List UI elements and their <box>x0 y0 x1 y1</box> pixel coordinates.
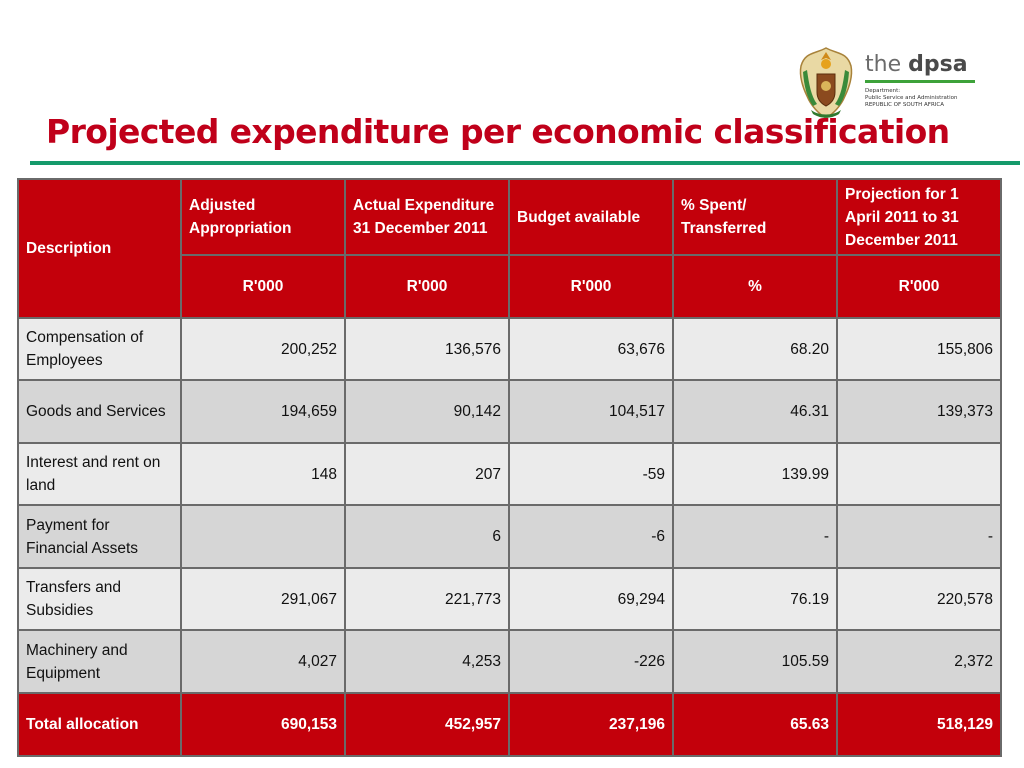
cell-value: 4,253 <box>344 629 510 694</box>
cell-value: 200,252 <box>180 317 346 381</box>
cell-value: 46.31 <box>672 379 838 444</box>
unit-cell: R'000 <box>344 254 510 319</box>
page-title: Projected expenditure per economic class… <box>46 112 950 151</box>
header-adjusted-appropriation: Adjusted Appropriation <box>180 178 346 256</box>
cell-value: 207 <box>344 442 510 506</box>
cell-value: - <box>672 504 838 569</box>
cell-value: -226 <box>508 629 674 694</box>
header-percent-spent: % Spent/ Transferred <box>672 178 838 256</box>
cell-value: 139.99 <box>672 442 838 506</box>
cell-value: 136,576 <box>344 317 510 381</box>
cell-value: 104,517 <box>508 379 674 444</box>
table-row: Compensation of Employees 200,252 136,57… <box>17 317 1002 381</box>
cell-value: 194,659 <box>180 379 346 444</box>
logo-the: the <box>865 52 902 77</box>
table-row: Interest and rent on land 148 207 -59 13… <box>17 442 1002 506</box>
total-row: Total allocation 690,153 452,957 237,196… <box>17 692 1002 757</box>
cell-value <box>180 504 346 569</box>
logo-subtitle: Department: Public Service and Administr… <box>865 88 983 109</box>
cell-value: 155,806 <box>836 317 1002 381</box>
cell-value: - <box>836 504 1002 569</box>
logo-dpsa: dpsa <box>908 52 968 77</box>
table-row: Goods and Services 194,659 90,142 104,51… <box>17 379 1002 444</box>
header-projection: Projection for 1 April 2011 to 31 Decemb… <box>836 178 1002 256</box>
cell-value: 291,067 <box>180 567 346 631</box>
unit-cell: % <box>672 254 838 319</box>
logo-line-name: Public Service and Administration <box>865 95 958 101</box>
cell-value: 6 <box>344 504 510 569</box>
header-budget-available: Budget available <box>508 178 674 256</box>
expenditure-table: Description Adjusted Appropriation Actua… <box>17 178 1002 757</box>
total-label: Total allocation <box>17 692 182 757</box>
unit-cell: R'000 <box>508 254 674 319</box>
cell-value <box>836 442 1002 506</box>
cell-value: 63,676 <box>508 317 674 381</box>
dpsa-logo: the dpsa Department: Public Service and … <box>795 44 985 122</box>
total-value: 452,957 <box>344 692 510 757</box>
total-value: 518,129 <box>836 692 1002 757</box>
cell-value: 105.59 <box>672 629 838 694</box>
header-actual-expenditure: Actual Expenditure 31 December 2011 <box>344 178 510 256</box>
cell-value: 68.20 <box>672 317 838 381</box>
units-row: R'000 R'000 R'000 % R'000 <box>18 254 1002 319</box>
unit-cell: R'000 <box>836 254 1002 319</box>
row-description: Transfers and Subsidies <box>17 567 182 631</box>
unit-cell: R'000 <box>180 254 346 319</box>
logo-wordmark: the dpsa <box>865 52 968 77</box>
total-value: 690,153 <box>180 692 346 757</box>
cell-value: 220,578 <box>836 567 1002 631</box>
cell-value: 76.19 <box>672 567 838 631</box>
row-description: Payment for Financial Assets <box>17 504 182 569</box>
table-row: Payment for Financial Assets 6 -6 - - <box>17 504 1002 569</box>
cell-value: 139,373 <box>836 379 1002 444</box>
logo-divider <box>865 80 975 83</box>
logo-line-country: REPUBLIC OF SOUTH AFRICA <box>865 102 944 108</box>
table-row: Machinery and Equipment 4,027 4,253 -226… <box>17 629 1002 694</box>
cell-value: -59 <box>508 442 674 506</box>
cell-value: 69,294 <box>508 567 674 631</box>
cell-value: -6 <box>508 504 674 569</box>
logo-line-department: Department: <box>865 88 901 94</box>
header-row: Description Adjusted Appropriation Actua… <box>17 178 1002 319</box>
row-description: Machinery and Equipment <box>17 629 182 694</box>
header-description: Description <box>17 178 182 319</box>
cell-value: 4,027 <box>180 629 346 694</box>
cell-value: 90,142 <box>344 379 510 444</box>
coat-of-arms-icon <box>799 47 853 119</box>
table-row: Transfers and Subsidies 291,067 221,773 … <box>17 567 1002 631</box>
row-description: Goods and Services <box>17 379 182 444</box>
cell-value: 221,773 <box>344 567 510 631</box>
cell-value: 2,372 <box>836 629 1002 694</box>
title-underline <box>30 161 1020 165</box>
total-value: 237,196 <box>508 692 674 757</box>
total-value: 65.63 <box>672 692 838 757</box>
cell-value: 148 <box>180 442 346 506</box>
row-description: Interest and rent on land <box>17 442 182 506</box>
row-description: Compensation of Employees <box>17 317 182 381</box>
